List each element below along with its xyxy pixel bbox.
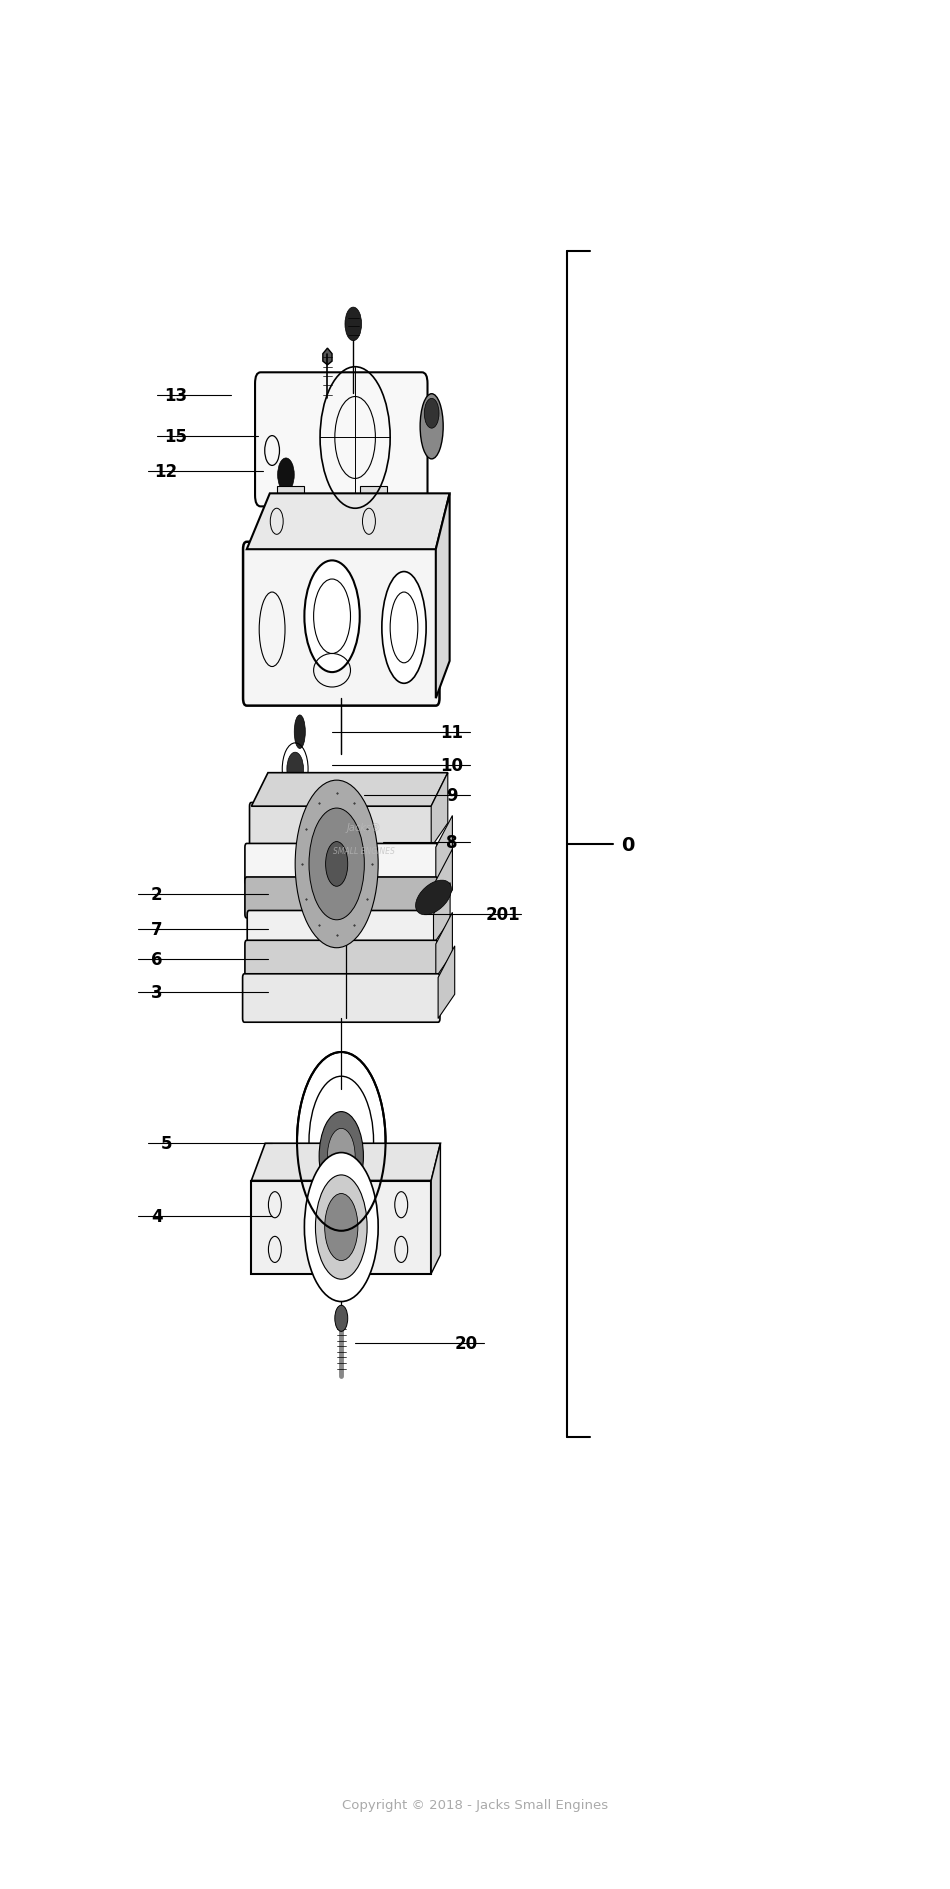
Text: 0: 0 bbox=[620, 835, 634, 854]
Polygon shape bbox=[431, 1143, 441, 1273]
Text: 11: 11 bbox=[441, 723, 464, 740]
Text: 2: 2 bbox=[151, 886, 162, 903]
Circle shape bbox=[277, 459, 294, 493]
Polygon shape bbox=[436, 850, 452, 914]
FancyBboxPatch shape bbox=[245, 941, 438, 982]
FancyBboxPatch shape bbox=[245, 844, 438, 884]
Polygon shape bbox=[436, 816, 452, 880]
Circle shape bbox=[304, 1152, 378, 1302]
Text: Copyright © 2018 - Jacks Small Engines: Copyright © 2018 - Jacks Small Engines bbox=[342, 1798, 608, 1812]
FancyBboxPatch shape bbox=[255, 374, 428, 506]
Circle shape bbox=[325, 1194, 358, 1262]
FancyBboxPatch shape bbox=[245, 878, 438, 918]
Text: 20: 20 bbox=[454, 1334, 477, 1353]
Circle shape bbox=[425, 399, 439, 429]
FancyBboxPatch shape bbox=[247, 910, 435, 948]
Text: 9: 9 bbox=[446, 786, 458, 805]
Text: 6: 6 bbox=[151, 950, 162, 969]
Polygon shape bbox=[436, 912, 452, 979]
Circle shape bbox=[328, 1130, 355, 1184]
Text: 5: 5 bbox=[161, 1135, 172, 1152]
Polygon shape bbox=[252, 1143, 441, 1181]
Text: 12: 12 bbox=[155, 463, 178, 480]
Circle shape bbox=[304, 561, 360, 672]
Ellipse shape bbox=[294, 716, 305, 750]
Polygon shape bbox=[433, 882, 450, 944]
Polygon shape bbox=[323, 349, 332, 366]
Circle shape bbox=[295, 780, 378, 948]
FancyBboxPatch shape bbox=[250, 803, 433, 852]
Polygon shape bbox=[436, 495, 449, 699]
Text: 201: 201 bbox=[485, 905, 520, 924]
FancyBboxPatch shape bbox=[242, 975, 440, 1022]
Circle shape bbox=[326, 842, 348, 886]
Ellipse shape bbox=[420, 395, 444, 459]
FancyBboxPatch shape bbox=[243, 542, 440, 706]
Text: Jacks®: Jacks® bbox=[347, 822, 382, 833]
Circle shape bbox=[334, 1305, 348, 1332]
Text: 15: 15 bbox=[163, 427, 187, 446]
Circle shape bbox=[315, 1175, 367, 1279]
Text: 10: 10 bbox=[441, 757, 464, 774]
Polygon shape bbox=[247, 495, 449, 550]
Ellipse shape bbox=[415, 880, 451, 916]
Ellipse shape bbox=[382, 572, 427, 684]
Bar bbox=[360, 487, 388, 504]
Text: 3: 3 bbox=[151, 984, 162, 1001]
Circle shape bbox=[319, 1113, 364, 1201]
Circle shape bbox=[287, 754, 303, 786]
Bar bbox=[252, 1181, 431, 1273]
Circle shape bbox=[345, 308, 362, 342]
Bar bbox=[276, 487, 304, 504]
Polygon shape bbox=[438, 946, 455, 1018]
Text: 13: 13 bbox=[163, 387, 187, 404]
Text: 8: 8 bbox=[446, 833, 458, 852]
Text: SMALL ENGINES: SMALL ENGINES bbox=[333, 846, 395, 856]
Text: 4: 4 bbox=[151, 1207, 162, 1226]
Polygon shape bbox=[252, 773, 447, 807]
Circle shape bbox=[309, 808, 365, 920]
Text: 7: 7 bbox=[151, 920, 162, 939]
Polygon shape bbox=[431, 773, 447, 848]
